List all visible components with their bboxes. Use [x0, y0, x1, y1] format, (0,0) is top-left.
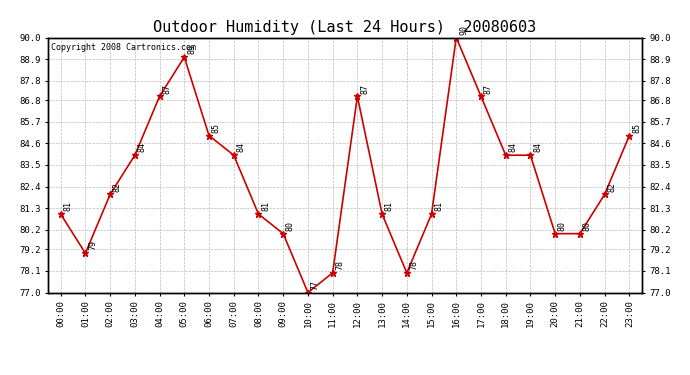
Text: 80: 80 — [582, 221, 591, 231]
Text: 84: 84 — [237, 142, 246, 152]
Text: 80: 80 — [286, 221, 295, 231]
Text: 79: 79 — [88, 240, 97, 250]
Text: 87: 87 — [484, 84, 493, 94]
Text: 78: 78 — [335, 260, 344, 270]
Text: 82: 82 — [113, 182, 122, 192]
Text: 81: 81 — [434, 201, 443, 211]
Text: 85: 85 — [212, 123, 221, 133]
Text: 78: 78 — [410, 260, 419, 270]
Title: Outdoor Humidity (Last 24 Hours)  20080603: Outdoor Humidity (Last 24 Hours) 2008060… — [153, 20, 537, 35]
Text: 89: 89 — [187, 44, 196, 54]
Text: 82: 82 — [607, 182, 616, 192]
Text: 84: 84 — [137, 142, 146, 152]
Text: 81: 81 — [262, 201, 270, 211]
Text: 77: 77 — [310, 280, 319, 290]
Text: 81: 81 — [63, 201, 72, 211]
Text: 80: 80 — [558, 221, 567, 231]
Text: Copyright 2008 Cartronics.com: Copyright 2008 Cartronics.com — [51, 43, 196, 52]
Text: 81: 81 — [385, 201, 394, 211]
Text: 84: 84 — [533, 142, 542, 152]
Text: 90: 90 — [459, 25, 468, 35]
Text: 87: 87 — [360, 84, 369, 94]
Text: 87: 87 — [162, 84, 171, 94]
Text: 85: 85 — [632, 123, 641, 133]
Text: 84: 84 — [509, 142, 518, 152]
